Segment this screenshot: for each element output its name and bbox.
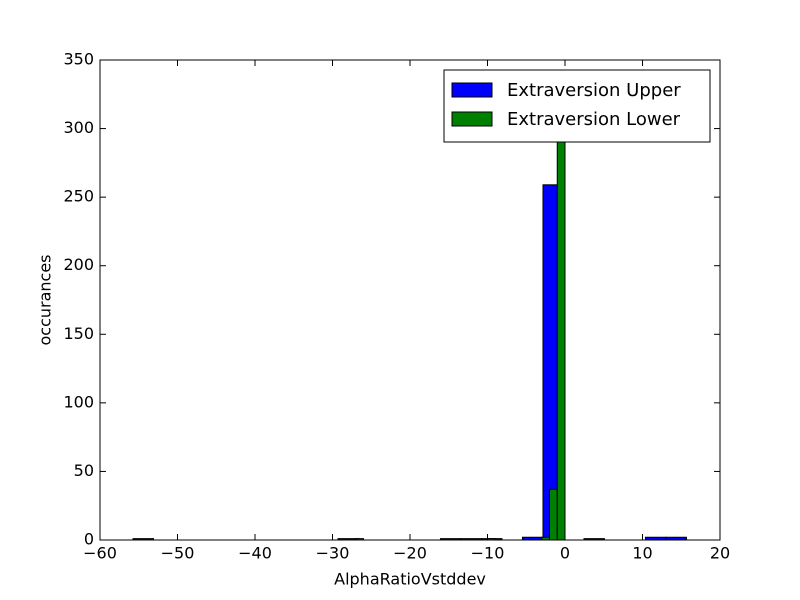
y-tick-label: 250 — [63, 187, 94, 206]
legend-label: Extraversion Upper — [507, 80, 681, 101]
x-tick-label: −30 — [316, 544, 350, 563]
histogram-bar — [556, 128, 566, 541]
legend-box — [443, 69, 711, 143]
y-tick-label: 50 — [74, 461, 94, 480]
x-tick-label: −20 — [393, 544, 427, 563]
histogram-bar — [549, 488, 558, 541]
y-tick-label: 200 — [63, 255, 94, 274]
x-tick-label: 20 — [710, 544, 730, 563]
y-tick-label: 350 — [63, 50, 94, 69]
x-tick-label: −10 — [471, 544, 505, 563]
x-tick-label: 10 — [632, 544, 652, 563]
y-tick-label: 100 — [63, 392, 94, 411]
x-tick-label: 0 — [560, 544, 570, 563]
x-tick-label: −40 — [238, 544, 272, 563]
legend-swatch — [451, 82, 493, 98]
x-tick-label: −50 — [161, 544, 195, 563]
x-axis-label: AlphaRatioVstddev — [334, 570, 486, 589]
legend-swatch — [451, 111, 493, 127]
y-axis-label: occurances — [36, 254, 55, 345]
legend-label: Extraversion Lower — [507, 109, 681, 130]
y-tick-label: 0 — [84, 530, 94, 549]
x-tick-label: −60 — [83, 544, 117, 563]
y-tick-label: 150 — [63, 324, 94, 343]
y-tick-label: 300 — [63, 118, 94, 137]
